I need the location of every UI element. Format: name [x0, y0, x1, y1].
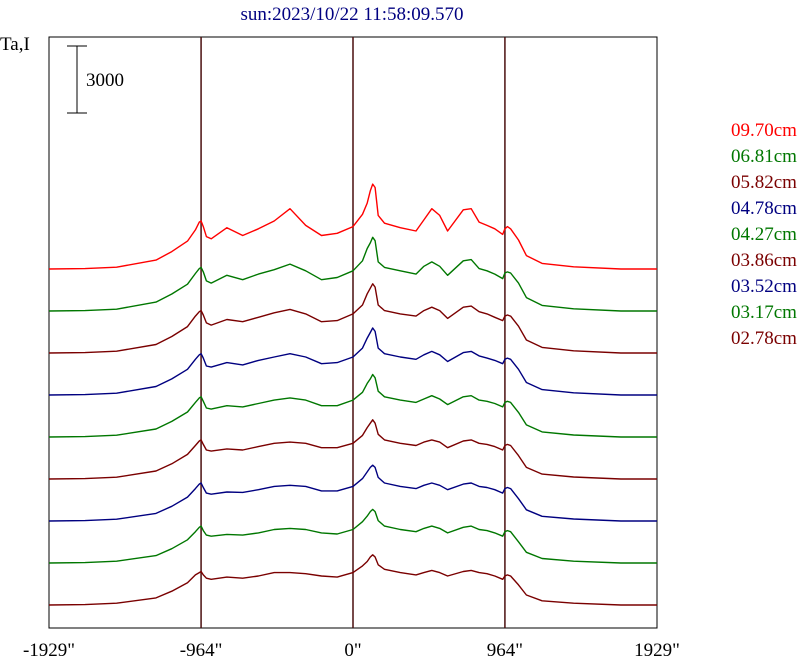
- series-line-03.52cm: [48, 464, 657, 522]
- marker-lines: [200, 37, 506, 628]
- legend-item-05.82cm: 05.82cm: [731, 172, 797, 193]
- series-line-02.78cm: [48, 554, 657, 606]
- series-line-04.27cm: [48, 373, 657, 438]
- legend-item-03.86cm: 03.86cm: [731, 250, 797, 271]
- series-group: [48, 183, 657, 606]
- legend-item-06.81cm: 06.81cm: [731, 146, 797, 167]
- series-line-04.78cm: [48, 327, 657, 396]
- y-axis-label: Ta,I: [0, 34, 30, 55]
- x-tick-label: 964": [487, 640, 523, 661]
- series-line-09.70cm: [48, 183, 657, 270]
- chart-title: sun:2023/10/22 11:58:09.570: [240, 4, 463, 25]
- legend-item-09.70cm: 09.70cm: [731, 120, 797, 141]
- legend-item-04.78cm: 04.78cm: [731, 198, 797, 219]
- x-tick-label: 1929": [634, 640, 680, 661]
- legend-item-03.17cm: 03.17cm: [731, 302, 797, 323]
- series-line-05.82cm: [48, 283, 657, 354]
- x-tick-labels: -1929" -964" 0" 964" 1929": [23, 640, 680, 661]
- scale-bar-label: 3000: [86, 70, 124, 91]
- legend-item-02.78cm: 02.78cm: [731, 328, 797, 349]
- x-tick-label: -1929": [23, 640, 75, 661]
- series-line-06.81cm: [48, 236, 657, 312]
- x-tick-label: -964": [180, 640, 223, 661]
- scale-bar: 3000: [67, 45, 124, 114]
- series-line-03.86cm: [48, 419, 657, 480]
- legend-item-03.52cm: 03.52cm: [731, 276, 797, 297]
- series-line-03.17cm: [48, 508, 657, 564]
- legend-item-04.27cm: 04.27cm: [731, 224, 797, 245]
- legend: 09.70cm 06.81cm 05.82cm 04.78cm 04.27cm 03.86…: [731, 120, 797, 349]
- x-tick-label: 0": [344, 640, 361, 661]
